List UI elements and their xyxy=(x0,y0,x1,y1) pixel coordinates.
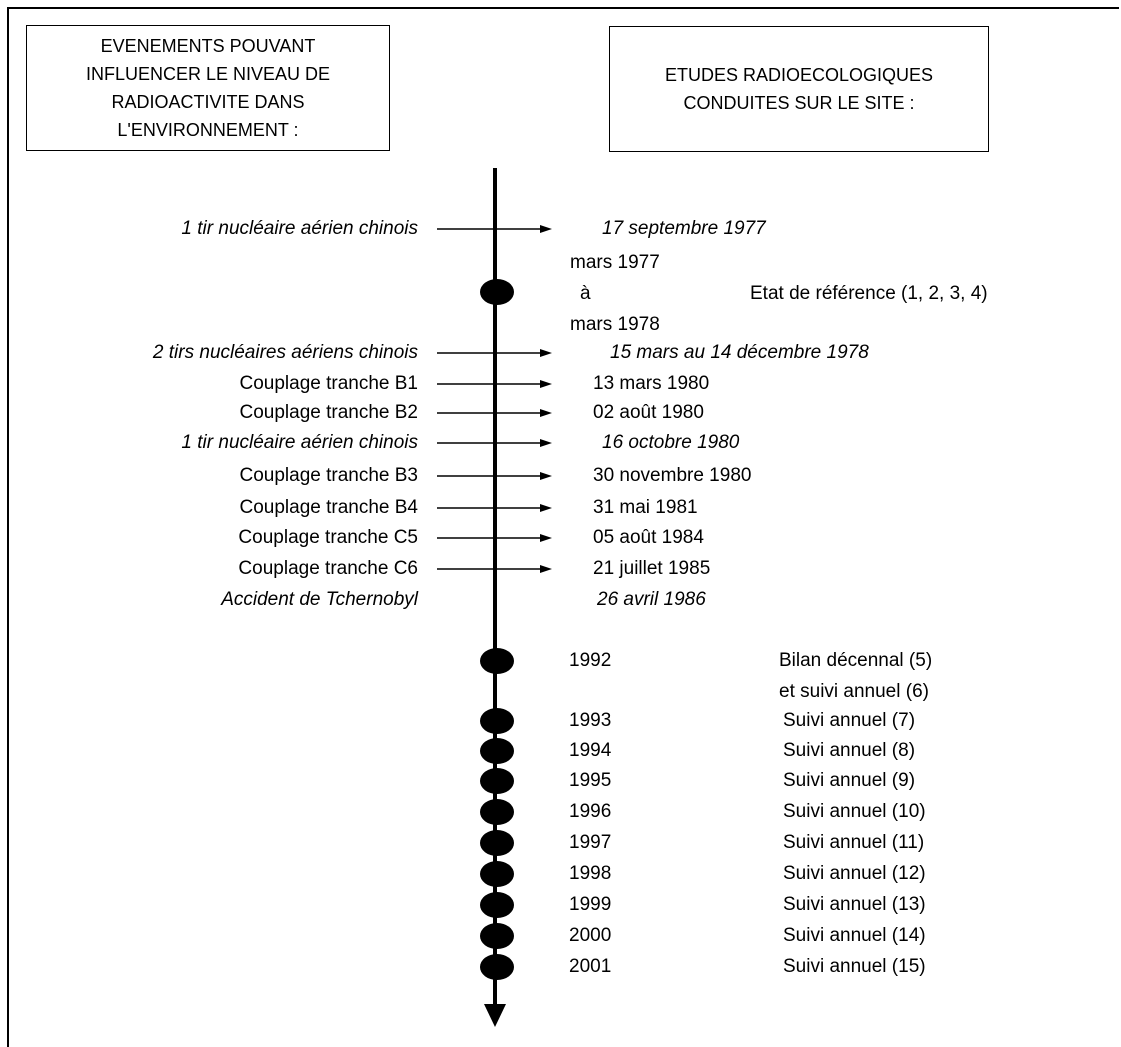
event-connectors xyxy=(437,225,552,573)
studies-heading-line: ETUDES RADIOECOLOGIQUES xyxy=(664,65,934,85)
study-label: Suivi annuel (8) xyxy=(783,740,916,761)
event-arrowhead xyxy=(540,225,552,233)
event-date: 13 mars 1980 xyxy=(593,373,710,394)
event-arrowhead xyxy=(540,409,552,417)
study-marker xyxy=(480,923,514,949)
study-label: Suivi annuel (9) xyxy=(783,770,916,791)
event-arrowhead xyxy=(540,349,552,357)
event-label: 2 tirs nucléaires aériens chinois xyxy=(152,342,418,363)
study-label: Suivi annuel (10) xyxy=(783,801,926,822)
event-date: 30 novembre 1980 xyxy=(593,465,752,486)
study-label: Suivi annuel (11) xyxy=(783,832,925,853)
study-year: 1994 xyxy=(569,740,612,761)
event-arrowhead xyxy=(540,472,552,480)
event-label: Couplage tranche B3 xyxy=(239,465,418,486)
study-markers xyxy=(480,279,514,980)
study-marker xyxy=(480,830,514,856)
study-label: Suivi annuel (12) xyxy=(783,863,926,884)
event-label: Couplage tranche B4 xyxy=(239,497,418,518)
event-arrowhead xyxy=(540,565,552,573)
study-label-continued: et suivi annuel (6) xyxy=(779,681,929,702)
study-label: Suivi annuel (14) xyxy=(783,925,926,946)
study-year: 2001 xyxy=(569,956,612,977)
event-label: 1 tir nucléaire aérien chinois xyxy=(181,218,418,239)
study-marker xyxy=(480,799,514,825)
event-date: 05 août 1984 xyxy=(593,527,704,548)
events-heading-line: RADIOACTIVITE DANS xyxy=(111,92,305,112)
study-marker xyxy=(480,279,514,305)
event-label: Couplage tranche C5 xyxy=(238,527,418,548)
study-year: 1997 xyxy=(569,832,612,853)
event-label: Couplage tranche B1 xyxy=(239,373,418,394)
events-heading-line: INFLUENCER LE NIVEAU DE xyxy=(85,64,331,84)
study-marker xyxy=(480,648,514,674)
study-year: 1998 xyxy=(569,863,612,884)
study-label: Suivi annuel (15) xyxy=(783,956,926,977)
diagram-frame xyxy=(7,7,1119,1047)
event-arrowhead xyxy=(540,534,552,542)
study-marker xyxy=(480,954,514,980)
study-marker xyxy=(480,892,514,918)
event-arrowhead xyxy=(540,439,552,447)
study-marker xyxy=(480,738,514,764)
study-year: 1999 xyxy=(569,894,612,915)
studies-heading-line: CONDUITES SUR LE SITE : xyxy=(683,93,915,113)
reference-date-end: mars 1978 xyxy=(570,314,660,335)
events-heading-line: L'ENVIRONNEMENT : xyxy=(117,120,299,140)
event-arrowhead xyxy=(540,504,552,512)
event-date: 17 septembre 1977 xyxy=(602,218,766,239)
study-year: 2000 xyxy=(569,925,612,946)
event-date: 15 mars au 14 décembre 1978 xyxy=(610,342,869,363)
event-arrowhead xyxy=(540,380,552,388)
events-heading-box: EVENEMENTS POUVANT INFLUENCER LE NIVEAU … xyxy=(26,25,390,151)
event-label: Couplage tranche C6 xyxy=(238,558,418,579)
study-marker xyxy=(480,708,514,734)
event-label: Accident de Tchernobyl xyxy=(221,589,418,610)
study-marker xyxy=(480,768,514,794)
study-label: Suivi annuel (7) xyxy=(783,710,916,731)
study-marker xyxy=(480,861,514,887)
reference-study-label: Etat de référence (1, 2, 3, 4) xyxy=(750,283,988,304)
event-label: Couplage tranche B2 xyxy=(239,402,418,423)
studies-heading-box: ETUDES RADIOECOLOGIQUES CONDUITES SUR LE… xyxy=(609,26,989,152)
event-date: 02 août 1980 xyxy=(593,402,704,423)
reference-connector: à xyxy=(580,283,591,304)
timeline-arrowhead xyxy=(484,1004,506,1027)
event-date: 16 octobre 1980 xyxy=(602,432,740,453)
study-year: 1995 xyxy=(569,770,612,791)
event-date: 31 mai 1981 xyxy=(593,497,698,518)
event-date: 26 avril 1986 xyxy=(597,589,706,610)
reference-date-start: mars 1977 xyxy=(570,252,660,273)
events-heading-line: EVENEMENTS POUVANT xyxy=(100,36,316,56)
study-label: Bilan décennal (5) xyxy=(779,650,933,671)
study-year: 1992 xyxy=(569,650,612,671)
event-date: 21 juillet 1985 xyxy=(593,558,711,579)
study-label: Suivi annuel (13) xyxy=(783,894,926,915)
event-label: 1 tir nucléaire aérien chinois xyxy=(181,432,418,453)
study-year: 1993 xyxy=(569,710,612,731)
study-year: 1996 xyxy=(569,801,612,822)
